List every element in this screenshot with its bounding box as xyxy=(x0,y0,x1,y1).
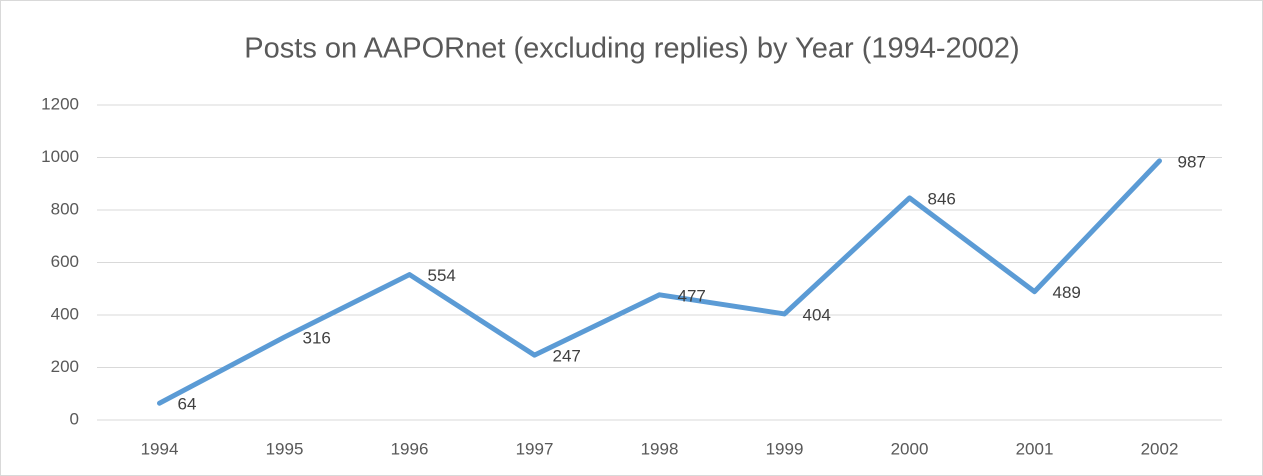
x-tick-label: 2001 xyxy=(1016,439,1054,458)
data-label: 64 xyxy=(178,395,197,414)
x-tick-label: 1995 xyxy=(266,439,304,458)
chart-title: Posts on AAPORnet (excluding replies) by… xyxy=(244,33,1019,65)
x-tick-label: 1999 xyxy=(766,439,804,458)
y-tick-label: 400 xyxy=(51,304,79,323)
y-tick-label: 200 xyxy=(51,357,79,376)
data-label: 987 xyxy=(1178,152,1206,171)
data-label: 404 xyxy=(803,305,831,324)
data-label: 477 xyxy=(678,286,706,305)
data-label: 846 xyxy=(928,189,956,208)
x-tick-label: 1997 xyxy=(516,439,554,458)
x-tick-label: 2000 xyxy=(891,439,929,458)
x-tick-label: 1998 xyxy=(641,439,679,458)
data-line xyxy=(157,158,1162,406)
y-tick-label: 1200 xyxy=(41,94,79,113)
x-tick-label: 2002 xyxy=(1141,439,1179,458)
data-label: 489 xyxy=(1053,283,1081,302)
data-label: 554 xyxy=(428,266,456,285)
y-tick-label: 1000 xyxy=(41,147,79,166)
x-tick-label: 1996 xyxy=(391,439,429,458)
data-label: 316 xyxy=(303,329,331,348)
x-tick-label: 1994 xyxy=(141,439,179,458)
y-tick-label: 800 xyxy=(51,199,79,218)
y-tick-label: 0 xyxy=(70,409,79,428)
data-label: 247 xyxy=(553,347,581,366)
y-tick-label: 600 xyxy=(51,252,79,271)
